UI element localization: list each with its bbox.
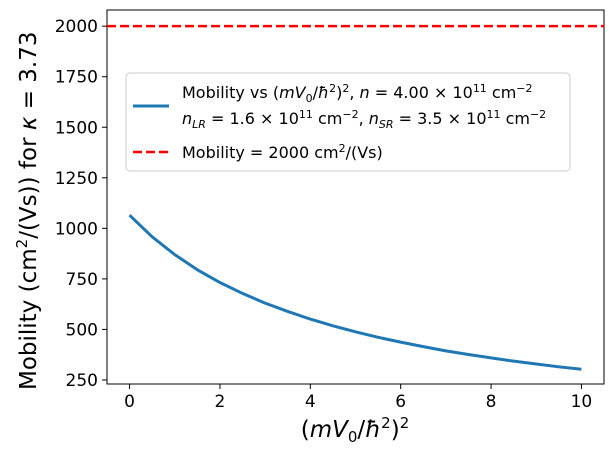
legend-label-mobility-curve-line1: Mobility vs (mV0/ħ2)2, n = 4.00 × 1011 c… <box>182 82 533 105</box>
y-axis-ticks: 250 500 750 1000 1250 1500 1750 2000 <box>55 17 107 391</box>
x-tick-label: 0 <box>124 392 135 412</box>
legend: Mobility vs (mV0/ħ2)2, n = 4.00 × 1011 c… <box>125 72 571 172</box>
mobility-curve-line <box>128 214 582 371</box>
x-tick-label: 8 <box>486 392 497 412</box>
y-tick-label: 250 <box>66 371 98 391</box>
series-layer <box>107 24 604 371</box>
plot-area-frame <box>106 9 605 385</box>
y-tick-label: 1750 <box>55 68 98 88</box>
x-tick-label: 10 <box>571 392 593 412</box>
y-tick-label: 1000 <box>55 219 98 239</box>
legend-label-mobility-curve-line2: nLR = 1.6 × 1011 cm−2, nSR = 3.5 × 1011 … <box>182 108 546 131</box>
x-axis-label: (mV0/ħ2)2 <box>301 414 409 446</box>
y-tick-label: 1500 <box>55 118 98 138</box>
x-tick-label: 2 <box>215 392 226 412</box>
y-axis-label: Mobility (cm2/(Vs)) for κ = 3.73 <box>13 31 42 390</box>
y-tick-label: 2000 <box>55 17 98 37</box>
x-tick-label: 4 <box>305 392 316 412</box>
y-tick-label: 750 <box>66 270 98 290</box>
legend-label-threshold: Mobility = 2000 cm2/(Vs) <box>182 142 383 162</box>
x-tick-label: 6 <box>395 392 406 412</box>
y-tick-label: 500 <box>66 320 98 340</box>
legend-box <box>125 72 571 172</box>
x-axis-ticks: 0 2 4 6 8 10 <box>124 384 592 412</box>
y-tick-label: 1250 <box>55 169 98 189</box>
